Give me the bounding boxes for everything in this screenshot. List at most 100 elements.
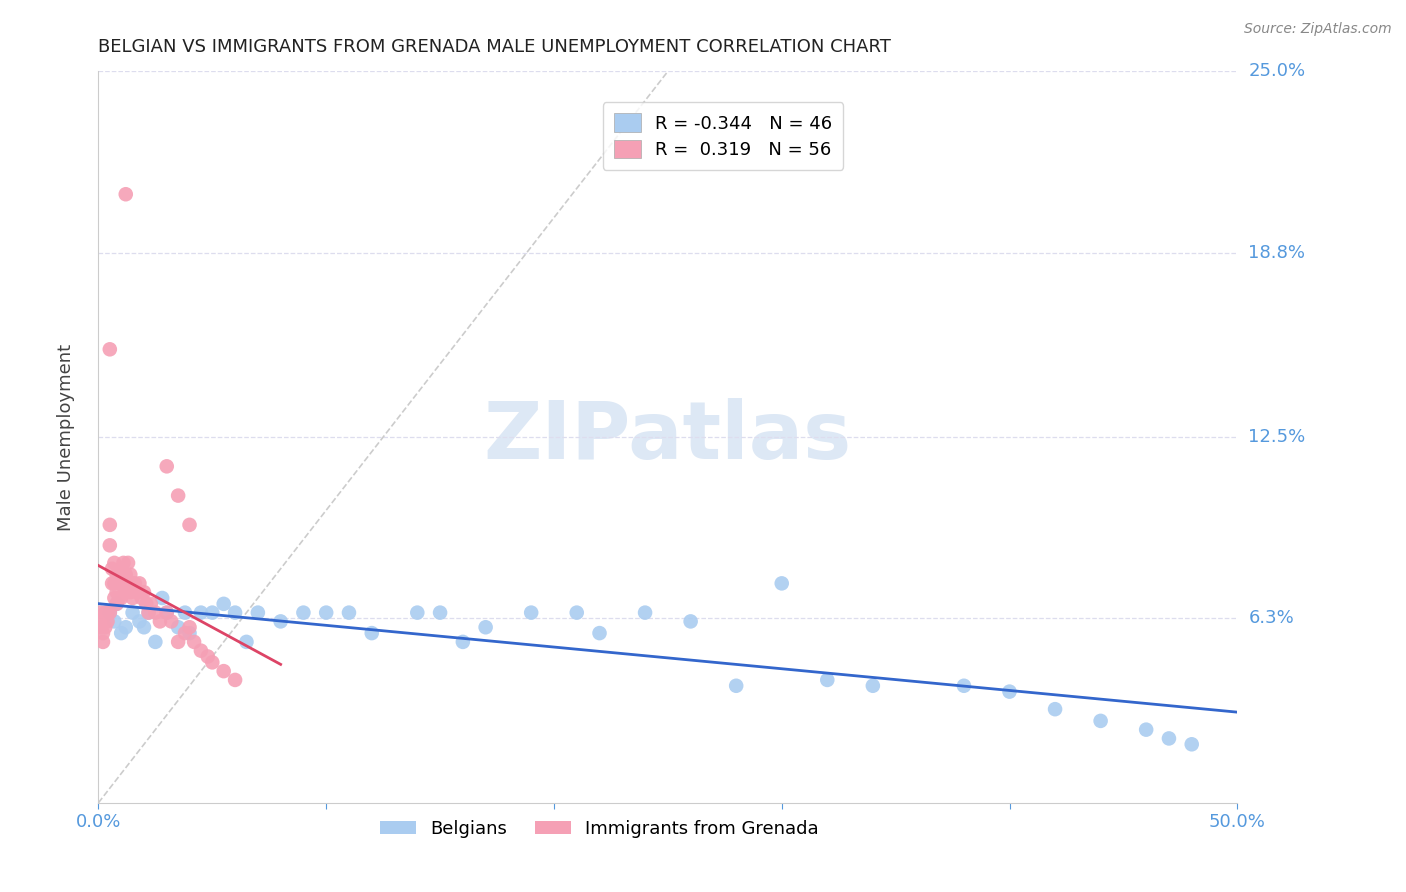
Point (105, 567, 128, 582)
Point (98, 606, 121, 620)
Point (138, 606, 160, 620)
Point (588, 626, 610, 640)
Point (90, 620, 112, 634)
Point (183, 635, 205, 649)
Point (121, 591, 143, 605)
Point (90, 606, 112, 620)
Point (108, 591, 131, 605)
Point (179, 620, 201, 634)
Text: BELGIAN VS IMMIGRANTS FROM GRENADA MALE UNEMPLOYMENT CORRELATION CHART: BELGIAN VS IMMIGRANTS FROM GRENADA MALE … (98, 38, 891, 56)
Point (998, 684, 1021, 698)
Point (101, 576, 124, 591)
Point (201, 606, 224, 620)
Point (156, 459, 179, 474)
Point (167, 635, 190, 649)
Point (150, 591, 173, 605)
Point (114, 187, 136, 202)
Point (127, 585, 149, 599)
Point (117, 556, 139, 570)
Point (91, 611, 114, 625)
Point (105, 585, 128, 599)
Legend: Belgians, Immigrants from Grenada: Belgians, Immigrants from Grenada (373, 813, 827, 845)
Point (246, 606, 269, 620)
Point (156, 606, 179, 620)
Point (139, 597, 162, 611)
Text: 12.5%: 12.5% (1249, 428, 1306, 446)
Point (474, 620, 496, 634)
Point (235, 635, 257, 649)
Point (145, 635, 167, 649)
Point (132, 620, 155, 634)
Point (110, 576, 132, 591)
Point (98, 538, 121, 552)
Point (120, 585, 142, 599)
Point (224, 606, 246, 620)
Point (138, 606, 160, 620)
Point (451, 635, 474, 649)
Point (131, 591, 153, 605)
Point (117, 576, 139, 591)
Point (120, 567, 142, 582)
Point (132, 585, 155, 599)
Point (156, 606, 179, 620)
Point (112, 556, 135, 570)
Point (725, 679, 748, 693)
Point (128, 615, 150, 629)
Point (679, 615, 702, 629)
Point (634, 606, 657, 620)
Point (96, 606, 118, 620)
Point (160, 615, 183, 629)
Point (91, 635, 114, 649)
Point (110, 591, 132, 605)
Point (337, 606, 360, 620)
Point (96, 615, 118, 629)
Point (179, 517, 201, 532)
Point (1043, 702, 1066, 716)
Point (103, 556, 125, 570)
Text: 6.3%: 6.3% (1249, 609, 1294, 627)
Point (103, 615, 125, 629)
Point (98, 606, 121, 620)
Point (953, 679, 976, 693)
Point (98, 343, 121, 357)
Point (1135, 723, 1157, 737)
Point (98, 517, 121, 532)
Point (112, 576, 135, 591)
Text: 25.0%: 25.0% (1249, 62, 1306, 80)
Point (179, 626, 201, 640)
Point (167, 489, 190, 503)
Point (124, 576, 146, 591)
Point (110, 562, 132, 576)
Point (94, 606, 117, 620)
Point (167, 620, 190, 634)
Point (292, 606, 315, 620)
Point (121, 606, 143, 620)
Point (201, 656, 224, 670)
Point (135, 597, 157, 611)
Point (114, 585, 136, 599)
Point (565, 606, 588, 620)
Point (1181, 737, 1204, 751)
Point (862, 679, 884, 693)
Point (520, 606, 543, 620)
Point (149, 615, 172, 629)
Point (101, 562, 124, 576)
Point (174, 626, 197, 640)
Point (815, 673, 838, 687)
Point (114, 620, 136, 634)
Point (360, 626, 382, 640)
Text: Source: ZipAtlas.com: Source: ZipAtlas.com (1244, 22, 1392, 37)
Point (105, 597, 128, 611)
Point (145, 606, 167, 620)
Point (1090, 714, 1112, 728)
Point (212, 664, 235, 678)
Y-axis label: Male Unemployment: Male Unemployment (56, 343, 75, 531)
Point (103, 576, 125, 591)
Point (406, 606, 429, 620)
Point (128, 576, 150, 591)
Point (190, 606, 212, 620)
Text: ZIPatlas: ZIPatlas (484, 398, 852, 476)
Point (190, 643, 212, 657)
Point (94, 620, 117, 634)
Point (224, 673, 246, 687)
